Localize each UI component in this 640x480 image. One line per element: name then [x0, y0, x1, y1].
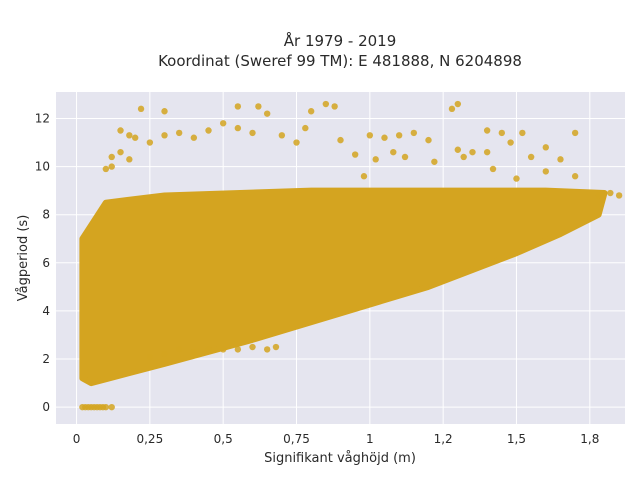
scatter-point-72: [454, 146, 462, 153]
x-tick-label-7: 1,8: [580, 432, 599, 446]
scatter-point-60: [360, 173, 368, 180]
x-tick-label-3: 0,75: [283, 432, 310, 446]
scatter-point-70: [607, 189, 614, 197]
x-tick-label-0: 0: [73, 432, 81, 446]
scatter-point-30: [219, 120, 227, 127]
x-axis-label: Signifikant våghöjd (m): [264, 451, 416, 466]
scatter-point-56: [527, 153, 535, 161]
scatter-point-22: [117, 148, 124, 156]
scatter-point-8: [102, 403, 110, 411]
scatter-point-55: [519, 129, 526, 137]
scatter-point-13: [219, 346, 227, 353]
scatter-point-40: [137, 105, 145, 113]
scatter-point-50: [448, 105, 456, 113]
y-tick-label-2: 4: [42, 304, 50, 318]
scatter-point-47: [395, 132, 403, 139]
x-tick-label-4: 1: [366, 432, 374, 446]
scatter-point-10: [175, 346, 183, 353]
scatter-point-69: [595, 192, 602, 199]
scatter-point-62: [401, 153, 409, 161]
y-axis-label: Vågperiod (s): [16, 215, 31, 302]
scatter-point-9: [108, 403, 115, 411]
scatter-point-27: [175, 129, 183, 137]
scatter-point-20: [102, 165, 110, 173]
y-tick-labels: 0 2 4 6 8 10 12: [35, 111, 50, 414]
scatter-point-63: [431, 158, 438, 165]
y-tick-label-6: 12: [35, 111, 50, 125]
scatter-point-49: [425, 136, 432, 144]
scatter-point-11: [190, 348, 198, 356]
scatter-point-74: [483, 148, 491, 156]
scatter-point-42: [234, 103, 242, 110]
scatter-point-71: [615, 192, 623, 199]
x-tick-label-1: 0,25: [136, 432, 163, 446]
scatter-point-37: [322, 100, 330, 108]
scatter-point-14: [234, 346, 242, 353]
scatter-point-53: [498, 129, 506, 137]
scatter-point-75: [390, 148, 397, 156]
scatter-point-19: [146, 353, 154, 360]
scatter-point-26: [161, 132, 168, 139]
scatter-point-59: [571, 129, 579, 137]
scatter-point-29: [205, 127, 212, 134]
scatter-point-28: [190, 134, 198, 141]
scatter-point-39: [337, 136, 344, 144]
scatter-point-21: [108, 153, 115, 161]
scatter-point-33: [263, 110, 271, 117]
scatter-point-76: [351, 151, 359, 158]
scatter-point-18: [161, 351, 168, 358]
scatter-points: [79, 100, 623, 411]
scatter-point-36: [307, 108, 315, 115]
scatter-point-46: [381, 134, 388, 141]
x-tick-label-5: 1,2: [434, 432, 453, 446]
x-tick-label-6: 1,5: [507, 432, 526, 446]
scatter-point-52: [483, 127, 491, 134]
scatter-point-32: [249, 129, 256, 137]
scatter-point-17: [272, 343, 280, 351]
scatter-point-67: [542, 168, 550, 175]
y-tick-label-5: 10: [35, 160, 50, 174]
y-tick-label-3: 6: [42, 256, 50, 270]
scatter-point-68: [571, 173, 579, 180]
scatter-point-66: [513, 175, 520, 182]
scatter-point-58: [557, 156, 564, 163]
scatter-point-23: [126, 156, 133, 163]
scatter-point-54: [507, 139, 514, 146]
scatter-point-51: [454, 100, 462, 108]
chart-title-line-2: Koordinat (Sweref 99 TM): E 481888, N 62…: [158, 52, 522, 70]
scatter-point-48: [410, 129, 418, 137]
scatter-point-24: [131, 134, 139, 141]
scatter-point-64: [460, 153, 467, 161]
scatter-point-78: [126, 132, 133, 139]
chart-title-line-1: År 1979 - 2019: [284, 31, 397, 50]
x-tick-label-2: 0,5: [214, 432, 233, 446]
scatter-point-77: [117, 127, 124, 134]
scatter-point-12: [205, 346, 212, 353]
scatter-point-57: [542, 144, 550, 151]
scatter-point-43: [255, 103, 262, 110]
scatter-point-35: [293, 139, 300, 146]
scatter-point-15: [249, 343, 256, 351]
scatter-point-38: [331, 103, 338, 110]
scatter-point-34: [278, 132, 286, 139]
y-tick-label-1: 2: [42, 352, 50, 366]
scatter-point-45: [366, 132, 374, 139]
scatter-point-65: [489, 165, 497, 173]
scatter-point-44: [302, 124, 309, 132]
y-tick-label-4: 8: [42, 208, 50, 222]
y-tick-label-0: 0: [42, 400, 50, 414]
scatter-point-79: [108, 163, 115, 170]
scatter-point-31: [234, 124, 242, 132]
x-tick-labels: 0 0,25 0,5 0,75 1 1,2 1,5 1,8: [73, 432, 600, 446]
scatter-point-16: [263, 346, 271, 353]
scatter-point-61: [372, 156, 379, 163]
scatter-point-25: [146, 139, 154, 146]
scatter-point-73: [469, 148, 476, 156]
scatter-point-41: [161, 108, 168, 115]
